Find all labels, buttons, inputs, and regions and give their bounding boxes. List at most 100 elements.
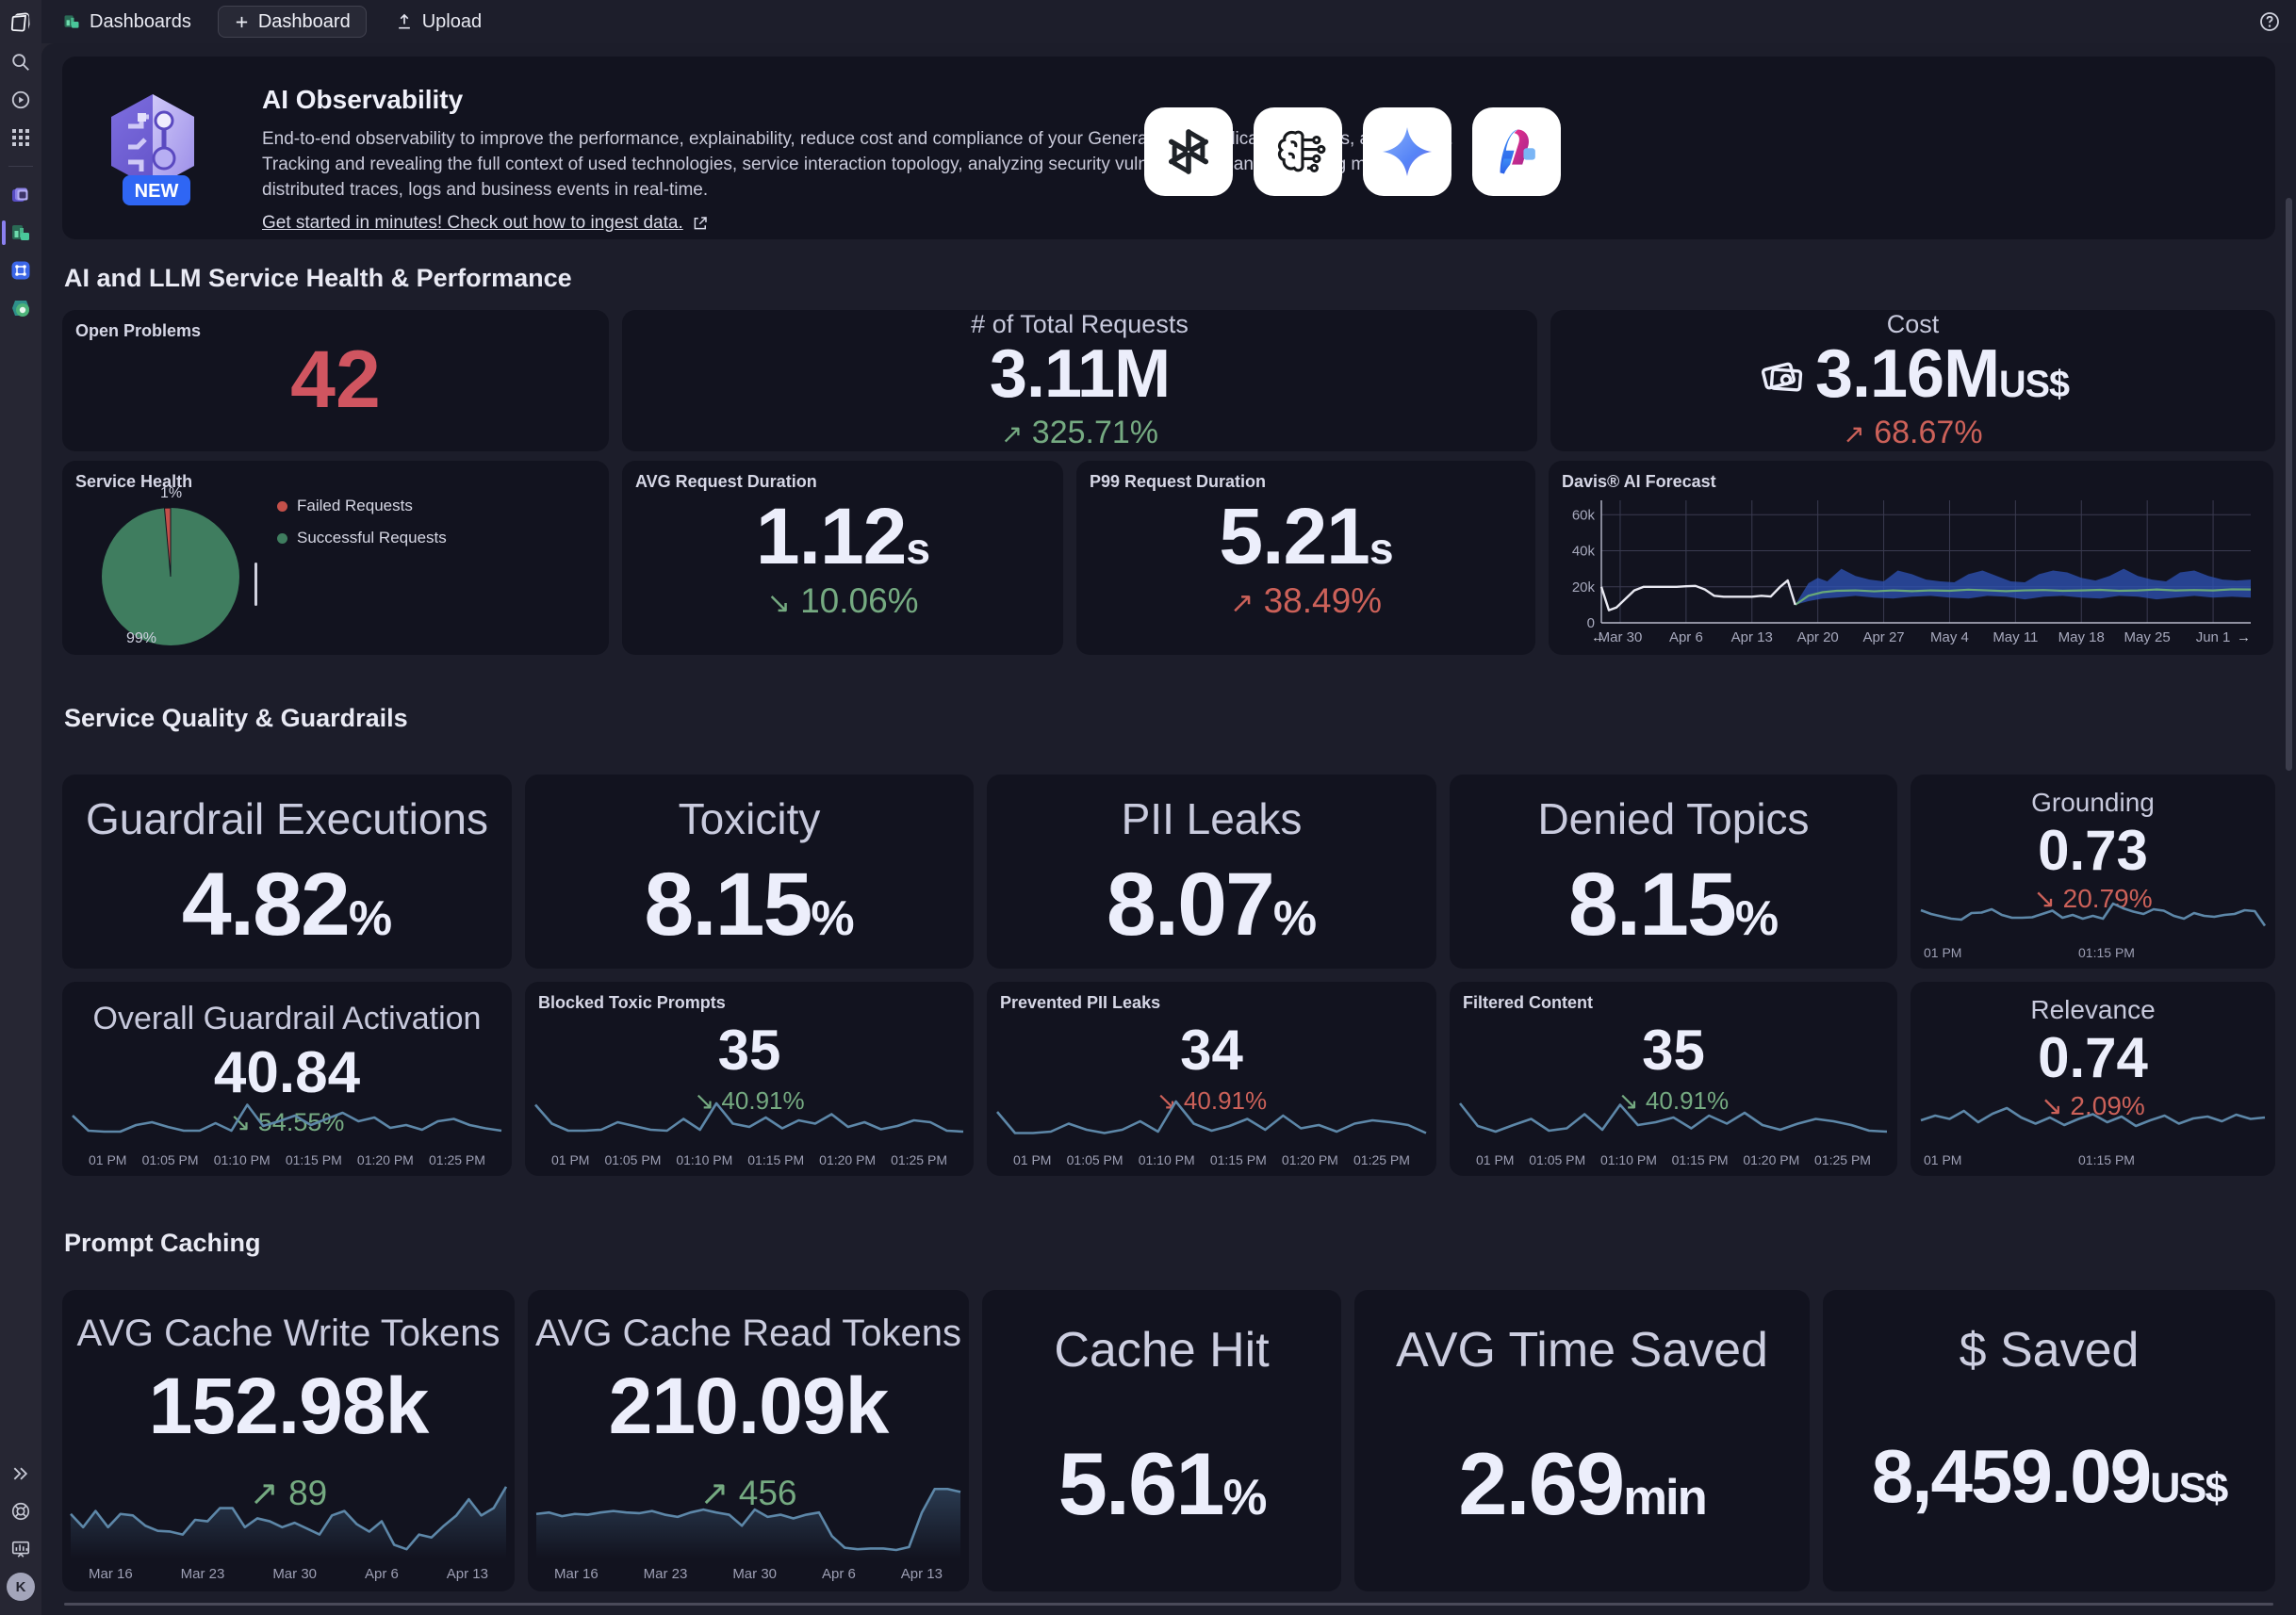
azure-ai-foundry-logo — [1472, 107, 1561, 196]
grounding-tick-1: 01:15 PM — [2078, 945, 2135, 960]
tile-avg-request-duration: AVG Request Duration 1.12s ↘ 10.06% — [622, 461, 1063, 655]
app-sidebar: K — [0, 0, 41, 1615]
openai-logo — [1144, 107, 1233, 196]
insights-chart-icon[interactable] — [0, 1530, 41, 1568]
guardrail-executions-value: 4.82% — [181, 854, 393, 954]
prevented-pii-sparkline — [994, 1093, 1429, 1148]
total-requests-value: 3.11M — [989, 336, 1171, 412]
davis-forecast-chart: 0 20k 40k 60k Mar 30 Apr 6 Apr 13 Apr 20 Apr 27 M… — [1558, 495, 2264, 647]
tile-grounding: Grounding 0.73 ↘ 20.79% 01 PM 01:15 PM — [1911, 775, 2275, 969]
legend-scrollbar[interactable] — [254, 563, 257, 606]
sidebar-divider — [8, 166, 33, 167]
sidebar-app-services-icon[interactable] — [0, 252, 41, 289]
tab-dashboard-label: Dashboard — [257, 10, 351, 32]
help-lifebuoy-icon[interactable] — [0, 1493, 41, 1530]
svg-text:Apr 6: Apr 6 — [1669, 629, 1703, 645]
tile-p99-request-duration: P99 Request Duration 5.21s ↗ 38.49% — [1076, 461, 1535, 655]
tile-dollar-saved: $ Saved 8,459.09US$ — [1823, 1290, 2275, 1591]
topbar: Dashboards Dashboard Upload — [41, 0, 2296, 43]
toxicity-title: Toxicity — [678, 793, 821, 843]
legend-item-successful[interactable]: Successful Requests — [277, 529, 447, 547]
tile-overall-guardrail-activation: Overall Guardrail Activation 40.84 ↘ 54.… — [62, 982, 512, 1176]
apps-grid-icon[interactable] — [0, 119, 41, 156]
tile-relevance: Relevance 0.74 ↘ 2.09% 01 PM 01:15 PM — [1911, 982, 2275, 1176]
legend-item-failed[interactable]: Failed Requests — [277, 497, 447, 515]
cache-read-title: AVG Cache Read Tokens — [534, 1313, 962, 1354]
blocked-toxic-label: Blocked Toxic Prompts — [538, 993, 726, 1012]
upload-label: Upload — [421, 10, 483, 32]
tile-denied-topics: Denied Topics 8.15% — [1450, 775, 1897, 969]
blocked-toxic-value: 35 — [717, 1019, 781, 1082]
tile-davis-forecast: Davis® AI Forecast 0 20k 40k 60k Mar 30 Apr 6… — [1549, 461, 2273, 655]
horizontal-scrollbar[interactable] — [64, 1603, 2273, 1606]
svg-text:May 11: May 11 — [1993, 629, 2038, 645]
user-avatar[interactable]: K — [0, 1568, 41, 1606]
relevance-sparkline — [1918, 1093, 2268, 1148]
dollar-saved-title: $ Saved — [1959, 1323, 2140, 1378]
tile-cost: Cost 3.16MUS$ ↗ 68.67% — [1550, 310, 2275, 451]
vendor-logos — [1144, 107, 1561, 196]
tile-cache-read-tokens: AVG Cache Read Tokens 210.09k ↗ 456 Mar … — [528, 1290, 969, 1591]
ai-observability-icon: NEW — [100, 89, 211, 209]
svg-text:Jun 1: Jun 1 — [2196, 629, 2231, 645]
prevented-pii-value: 34 — [1180, 1019, 1243, 1082]
cache-read-sparkline — [533, 1478, 963, 1559]
launcher-play-icon[interactable] — [0, 81, 41, 119]
tile-total-requests: # of Total Requests 3.11M ↗ 325.71% — [622, 310, 1537, 451]
expand-sidebar-icon[interactable] — [0, 1455, 41, 1493]
relevance-tick-1: 01:15 PM — [2078, 1152, 2135, 1167]
blocked-toxic-sparkline — [533, 1093, 966, 1148]
cost-trend: ↗ 68.67% — [1843, 414, 1983, 450]
cache-hit-value: 5.61% — [1058, 1434, 1268, 1533]
svg-text:Apr 27: Apr 27 — [1862, 629, 1904, 645]
dashboards-app-icon — [64, 15, 79, 28]
section-title-quality: Service Quality & Guardrails — [64, 704, 408, 732]
svg-text:40k: 40k — [1572, 544, 1596, 560]
service-health-pie-chart — [100, 506, 241, 647]
relevance-trend: ↘ 2.09% — [2041, 1091, 2145, 1120]
tile-pii-leaks: PII Leaks 8.07% — [987, 775, 1436, 969]
page-title: AI Observability — [262, 85, 464, 114]
open-problems-value: 42 — [290, 334, 381, 426]
pie-label-success: 99% — [126, 630, 157, 646]
tab-dashboard[interactable]: Dashboard — [217, 6, 367, 38]
prevented-pii-label: Prevented PII Leaks — [1000, 993, 1161, 1012]
sidebar-app-kubernetes-icon[interactable] — [0, 289, 41, 327]
menu-dashboards[interactable]: Dashboards — [62, 11, 191, 33]
upload-button[interactable]: Upload — [395, 11, 482, 33]
gemini-logo — [1363, 107, 1451, 196]
help-icon[interactable] — [2258, 10, 2281, 33]
grounding-trend: ↘ 20.79% — [2033, 884, 2153, 913]
successful-dot — [277, 532, 287, 544]
cache-write-value: 152.98k — [148, 1362, 430, 1450]
hero-description-line2: Tracking and revealing the full context … — [262, 155, 1414, 174]
filtered-content-value: 35 — [1642, 1019, 1705, 1082]
guardrail-executions-title: Guardrail Executions — [86, 793, 488, 843]
search-icon[interactable] — [0, 43, 41, 81]
p99-duration-value: 5.21s — [1219, 491, 1393, 580]
tile-service-health: Service Health 1% 99% Failed Requests Su… — [62, 461, 609, 655]
total-requests-trend: ↗ 325.71% — [1000, 414, 1159, 450]
oga-sparkline — [70, 1093, 504, 1148]
svg-text:May 4: May 4 — [1930, 629, 1969, 645]
tile-filtered-content: Filtered Content 35 ↘ 40.91% 01 PM 01:05 … — [1450, 982, 1897, 1176]
filtered-content-trend: ↘ 40.91% — [1617, 1086, 1730, 1115]
sidebar-app-clouds-icon[interactable] — [0, 176, 41, 214]
avg-duration-trend: ↘ 10.06% — [766, 581, 919, 621]
cache-read-trend: ↗ 456 — [699, 1474, 797, 1512]
avg-duration-value: 1.12s — [755, 491, 930, 580]
hero-card: NEW AI Observability End-to-end observab… — [62, 57, 2275, 239]
external-link-icon — [694, 217, 707, 230]
svg-text:20k: 20k — [1572, 579, 1596, 595]
avatar-initial: K — [7, 1573, 35, 1601]
grounding-title: Grounding — [2031, 788, 2155, 817]
vertical-scrollbar-thumb[interactable] — [2286, 198, 2292, 771]
get-started-link[interactable]: Get started in minutes! Check out how to… — [262, 213, 709, 234]
cache-write-title: AVG Cache Write Tokens — [76, 1313, 500, 1354]
ai-brain-logo — [1254, 107, 1342, 196]
sidebar-bottom-group: K — [0, 1455, 41, 1615]
dynatrace-logo-icon[interactable] — [0, 0, 41, 43]
pie-label-failed: 1% — [160, 485, 183, 501]
tile-cache-hit: Cache Hit 5.61% — [982, 1290, 1341, 1591]
sidebar-app-dashboards-icon[interactable] — [0, 214, 41, 252]
